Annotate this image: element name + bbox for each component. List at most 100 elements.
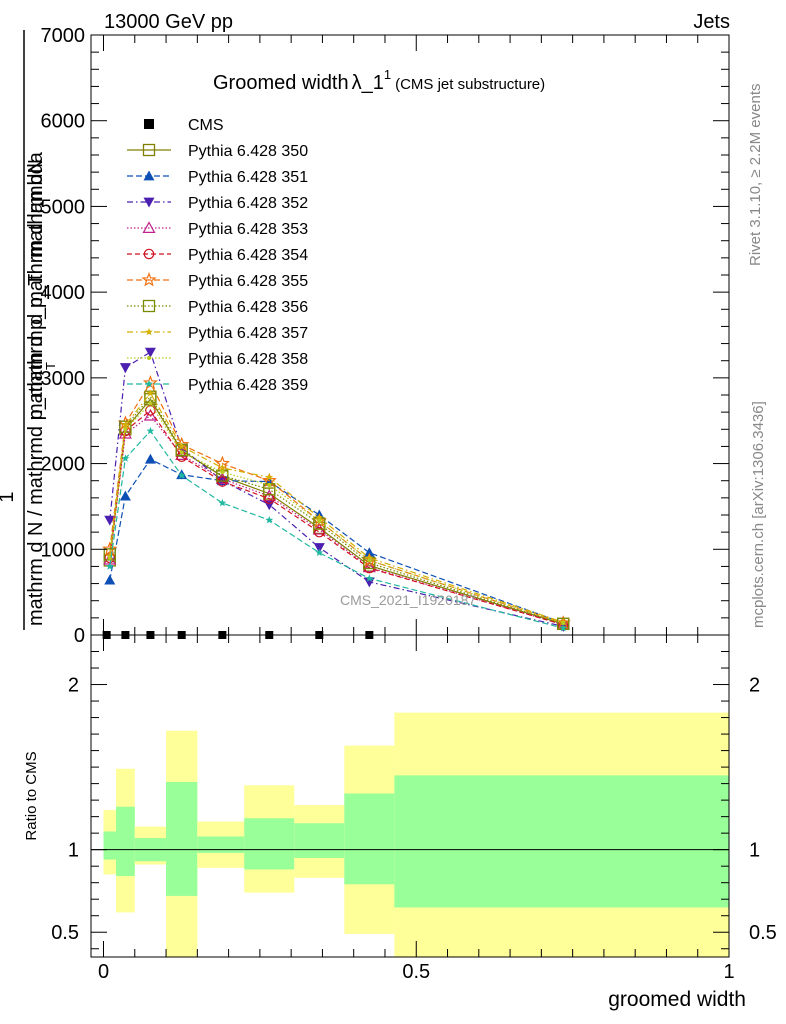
series-point (263, 493, 275, 504)
legend-item: Pythia 6.428 353 (127, 221, 308, 238)
series-point (105, 552, 114, 560)
ratio-y-tick-label-right: 2 (749, 675, 760, 697)
ratio-panel-frame (90, 634, 730, 958)
series-pythia-6-428-352 (104, 347, 569, 632)
series-point (265, 473, 274, 481)
legend-label: Pythia 6.428 359 (188, 377, 308, 394)
main-axes: 0 1000 2000 3000 4000 5000 6000 7000 (41, 25, 730, 647)
series-point (105, 562, 114, 570)
chart-title-main: Groomed width (213, 72, 349, 94)
y-tick-label: 1000 (41, 539, 86, 561)
legend: CMS Pythia 6.428 350 Pythia 6.428 351 Pythi… (127, 117, 308, 394)
legend-marker (142, 299, 156, 313)
collision-label: 13000 GeV pp (104, 11, 233, 33)
series-point (265, 516, 274, 524)
main-panel-frame (90, 34, 730, 636)
series-point (363, 547, 375, 558)
ylabel-numerator-2: mathrm d p_mathrm d lambda (25, 151, 47, 420)
ratio-y-tick-label-left: 0.5 (51, 922, 79, 944)
legend-marker (144, 119, 154, 129)
legend-label: Pythia 6.428 357 (188, 325, 308, 342)
chart-title-superscript: 1 (384, 67, 391, 82)
ylabel-numerator: mathrm dN (25, 159, 47, 258)
series-point (104, 515, 116, 526)
ratio-y-tick-label-right: 1 (749, 840, 760, 862)
series-point (121, 420, 130, 429)
series-point (313, 543, 325, 554)
ratio-stat-uncertainty-band (116, 806, 135, 877)
x-tick-label: 0.5 (402, 961, 430, 983)
ratio-ylabel: Ratio to CMS (23, 751, 40, 840)
y-tick-label: 5000 (41, 196, 86, 218)
ratio-stat-uncertainty-band (197, 836, 245, 853)
series-point (123, 427, 128, 432)
series-point (175, 448, 189, 460)
series-point (561, 621, 566, 625)
series-point (119, 363, 131, 374)
series-point (218, 498, 227, 507)
series-point (314, 526, 325, 538)
series-point (177, 442, 186, 450)
ratio-stat-uncertainty-band (344, 793, 395, 885)
legend-marker (143, 197, 155, 208)
legend-marker (145, 327, 153, 336)
series-point (146, 426, 155, 435)
series-point (121, 454, 130, 462)
series-point (267, 483, 272, 487)
mc-series-lines (102, 347, 571, 632)
y-tick-label: 6000 (41, 111, 86, 133)
series-point (365, 553, 374, 562)
legend-item: Pythia 6.428 352 (127, 195, 308, 212)
legend-marker (143, 170, 155, 181)
series-line (109, 351, 564, 627)
series-line (109, 395, 564, 625)
series-pythia-6-428-359 (105, 426, 568, 632)
ratio-stat-uncertainty-band (394, 775, 729, 908)
ratio-stat-uncertainty-band (166, 781, 198, 896)
series-line (109, 402, 564, 624)
ratio-y-tick-label-right: 0.5 (749, 922, 777, 944)
ylabel-one: 1 (0, 491, 18, 502)
legend-label: Pythia 6.428 351 (188, 169, 308, 186)
legend-marker (143, 248, 155, 260)
series-pythia-6-428-355 (102, 375, 571, 630)
legend-item: Pythia 6.428 350 (127, 143, 308, 160)
chart-title-symbol: λ_1 (352, 72, 384, 94)
series-line (109, 392, 564, 623)
ratio-y-tick-label-left: 2 (68, 675, 79, 697)
chart-title: Groomed width λ_11 (CMS jet substructure) (213, 67, 545, 94)
ratio-stat-uncertainty-band (103, 831, 117, 860)
series-line (109, 409, 564, 626)
legend-marker (142, 143, 156, 157)
series-point (317, 519, 322, 523)
legend-item: Pythia 6.428 359 (127, 377, 308, 394)
series-line (109, 414, 564, 626)
series-pythia-6-428-357 (105, 389, 568, 626)
series-point (143, 408, 157, 421)
series-point (118, 426, 132, 439)
mcplots-reference-label: mcplots.cern.ch [arXiv:1306.3436] (750, 401, 767, 628)
series-line (109, 381, 564, 624)
series-point (146, 389, 155, 397)
legend-item: Pythia 6.428 356 (127, 299, 308, 316)
series-point (145, 405, 156, 416)
y-tick-label: 2000 (41, 454, 86, 476)
legend-label: Pythia 6.428 355 (188, 273, 308, 290)
y-tick-label: 7000 (41, 25, 86, 47)
legend-label: Pythia 6.428 352 (188, 195, 308, 212)
legend-marker (142, 221, 156, 233)
ratio-stat-uncertainty-band (294, 823, 345, 858)
series-point (559, 624, 568, 632)
y-tick-label: 4000 (41, 282, 86, 304)
y-tick-label: 0 (74, 625, 85, 647)
series-point (216, 469, 229, 482)
series-point (315, 548, 324, 557)
ratio-stat-uncertainty-band (244, 818, 295, 870)
x-tick-label: 1 (723, 961, 734, 983)
legend-label: Pythia 6.428 358 (188, 351, 308, 368)
legend-label: Pythia 6.428 353 (188, 221, 308, 238)
x-axis-label: groomed width (608, 988, 746, 1011)
series-point (311, 513, 327, 528)
legend-label: Pythia 6.428 356 (188, 299, 308, 316)
series-point (144, 453, 156, 464)
